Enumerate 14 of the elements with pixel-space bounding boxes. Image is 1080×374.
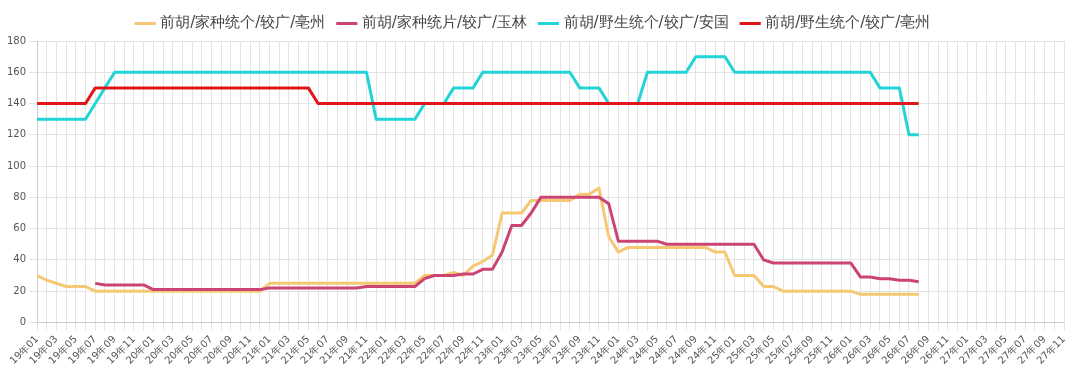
- y-tick-label: 100: [6, 159, 27, 171]
- y-tick-label: 60: [13, 222, 27, 234]
- legend-label: 前胡/家种统个/较广/亳州: [160, 13, 326, 32]
- y-tick-label: 160: [6, 65, 27, 77]
- y-tick-label: 80: [13, 190, 27, 202]
- y-tick-label: 140: [6, 97, 27, 109]
- legend-label: 前胡/野生统个/较广/亳州: [765, 13, 931, 32]
- y-tick-label: 180: [6, 34, 27, 46]
- y-tick-label: 40: [13, 253, 27, 265]
- legend-label: 前胡/家种统片/较广/玉林: [361, 13, 528, 32]
- legend-label: 前胡/野生统个/较广/安国: [563, 13, 729, 32]
- y-tick-label: 20: [13, 284, 27, 296]
- y-tick-label: 120: [6, 128, 27, 140]
- y-tick-label: 0: [19, 316, 27, 328]
